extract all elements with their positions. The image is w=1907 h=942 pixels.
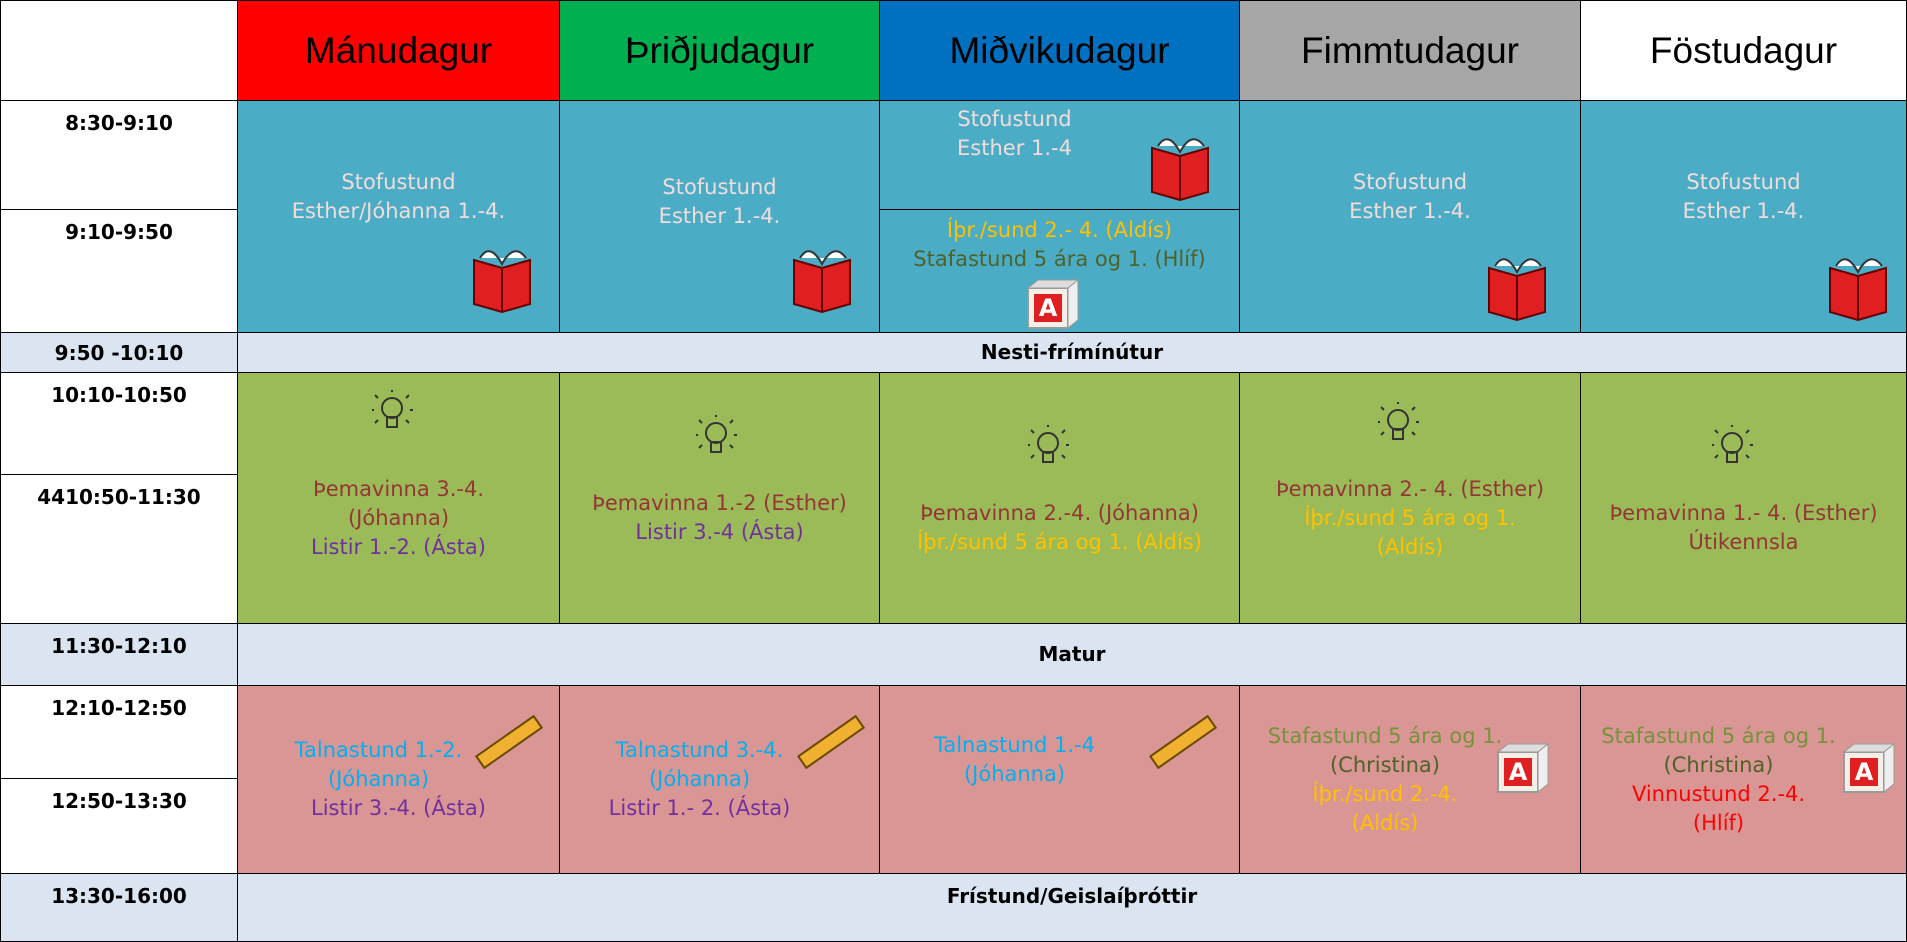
bulb-icon	[696, 415, 738, 453]
lesson: Stafastund 5 ára og 1. (Christina) Vinnust…	[1580, 685, 1907, 874]
text: Íþr./sund 2.-4.	[1312, 781, 1458, 806]
book-icon	[473, 250, 531, 313]
lesson: Talnastund 1.-4 (Jóhanna)	[879, 685, 1240, 874]
book-icon	[793, 250, 851, 313]
text: (Christina)	[1663, 752, 1774, 777]
text: Listir 1.-2. (Ásta)	[311, 534, 486, 559]
text: Esther 1.-4.	[1682, 198, 1805, 223]
text: Stafastund 5 ára og 1.	[1267, 723, 1503, 748]
lesson: Stofustund Esther/Jóhanna 1.-4.	[237, 100, 560, 333]
text: (Jóhanna)	[963, 761, 1066, 786]
text: Stofustund	[662, 174, 777, 199]
text: Stafastund 5 ára og 1.	[1601, 723, 1836, 748]
time: 11:30-12:10	[0, 623, 238, 686]
text: Þemavinna 3.-4.	[312, 476, 485, 501]
text: Listir 3.-4. (Ásta)	[311, 796, 486, 820]
text: Esther 1.-4.	[1349, 198, 1471, 223]
text: Þemavinna 1.-2 (Esther)	[592, 491, 847, 515]
text: (Aldís)	[1351, 810, 1419, 835]
lesson: Þemavinna 1.-2 (Esther) Listir 3.-4 (Ásta…	[559, 372, 880, 624]
text: Talnastund 3.-4.	[615, 738, 784, 762]
lesson: Þemavinna 2.-4. (Jóhanna) Íþr./sund 5 ára…	[879, 372, 1240, 624]
day-header: Miðvikudagur	[879, 0, 1240, 101]
time: 9:50 -10:10	[0, 332, 238, 373]
book-icon	[1488, 258, 1546, 321]
day-header: Föstudagur	[1580, 0, 1907, 101]
block-icon	[1497, 743, 1549, 793]
bulb-icon	[1712, 425, 1754, 463]
text: (Christina)	[1329, 752, 1440, 777]
text: Íþr./sund 5 ára og 1.	[1304, 505, 1516, 530]
text: Listir 1.- 2. (Ásta)	[608, 796, 791, 820]
text: (Hlíf)	[1692, 810, 1745, 835]
ruler-icon	[475, 715, 543, 769]
time: 8:30-9:10	[0, 100, 238, 210]
break: Nesti-frímínútur	[237, 332, 1907, 373]
break: Frístund/Geislaíþróttir	[237, 873, 1907, 942]
text: Þemavinna 1.- 4. (Esther)	[1609, 501, 1878, 525]
time: 12:10-12:50	[0, 685, 238, 779]
lesson: Talnastund 1.-2. (Jóhanna) Listir 3.-4. (Á…	[237, 685, 560, 874]
text: Stofustund	[1352, 169, 1468, 194]
time: 10:10-10:50	[0, 372, 238, 475]
block-icon	[1843, 743, 1895, 793]
day-header: Fimmtudagur	[1239, 0, 1581, 101]
text: Stofustund	[957, 107, 1072, 131]
ruler-icon	[1149, 715, 1217, 769]
text: (Jóhanna)	[648, 767, 751, 791]
text: Listir 3.-4 (Ásta)	[635, 520, 804, 544]
text: (Jóhanna)	[327, 767, 430, 791]
text: Þemavinna 2.-4. (Jóhanna)	[920, 501, 1199, 525]
time: 13:30-16:00	[0, 873, 238, 942]
time: 12:50-13:30	[0, 778, 238, 874]
book-icon	[1829, 258, 1887, 321]
text: Útikennsla	[1688, 530, 1799, 554]
break: Matur	[237, 623, 1907, 686]
text: Esther/Jóhanna 1.-4.	[291, 198, 506, 223]
lesson: Stafastund 5 ára og 1. (Christina) Íþr./su…	[1239, 685, 1581, 874]
text: (Jóhanna)	[347, 505, 450, 530]
text: Stofustund	[1686, 169, 1801, 194]
text: Íþr./sund 5 ára og 1. (Aldís)	[917, 530, 1202, 554]
bulb-icon	[372, 390, 414, 428]
text: Talnastund 1.-2.	[294, 738, 463, 762]
text: Stafastund 5 ára og 1. (Hlíf)	[913, 247, 1206, 271]
corner	[0, 0, 238, 101]
text: Esther 1.-4	[957, 136, 1072, 160]
lesson: Þemavinna 3.-4. (Jóhanna) Listir 1.-2. (Ás…	[237, 372, 560, 624]
block-icon	[1027, 279, 1079, 329]
text: Esther 1.-4.	[658, 203, 781, 228]
text: Þemavinna 2.- 4. (Esther)	[1275, 476, 1545, 501]
day-header: Mánudagur	[237, 0, 560, 101]
bulb-icon	[1378, 402, 1420, 440]
time: 9:10-9:50	[0, 209, 238, 333]
bulb-icon	[1028, 425, 1070, 463]
text: Vinnustund 2.-4.	[1631, 781, 1806, 806]
ruler-icon	[797, 715, 865, 769]
lesson: Þemavinna 2.- 4. (Esther) Íþr./sund 5 ára…	[1239, 372, 1581, 624]
day-header: Þriðjudagur	[559, 0, 880, 101]
text: Talnastund 1.-4	[933, 732, 1095, 757]
time: 4410:50-11:30	[0, 474, 238, 624]
lesson: Talnastund 3.-4. (Jóhanna) Listir 1.- 2. (…	[559, 685, 880, 874]
book-icon	[1151, 138, 1209, 201]
text: Stofustund	[341, 169, 456, 194]
text: (Aldís)	[1376, 534, 1444, 559]
lesson: Þemavinna 1.- 4. (Esther) Útikennsla	[1580, 372, 1907, 624]
text: Íþr./sund 2.- 4. (Aldís)	[946, 218, 1173, 242]
